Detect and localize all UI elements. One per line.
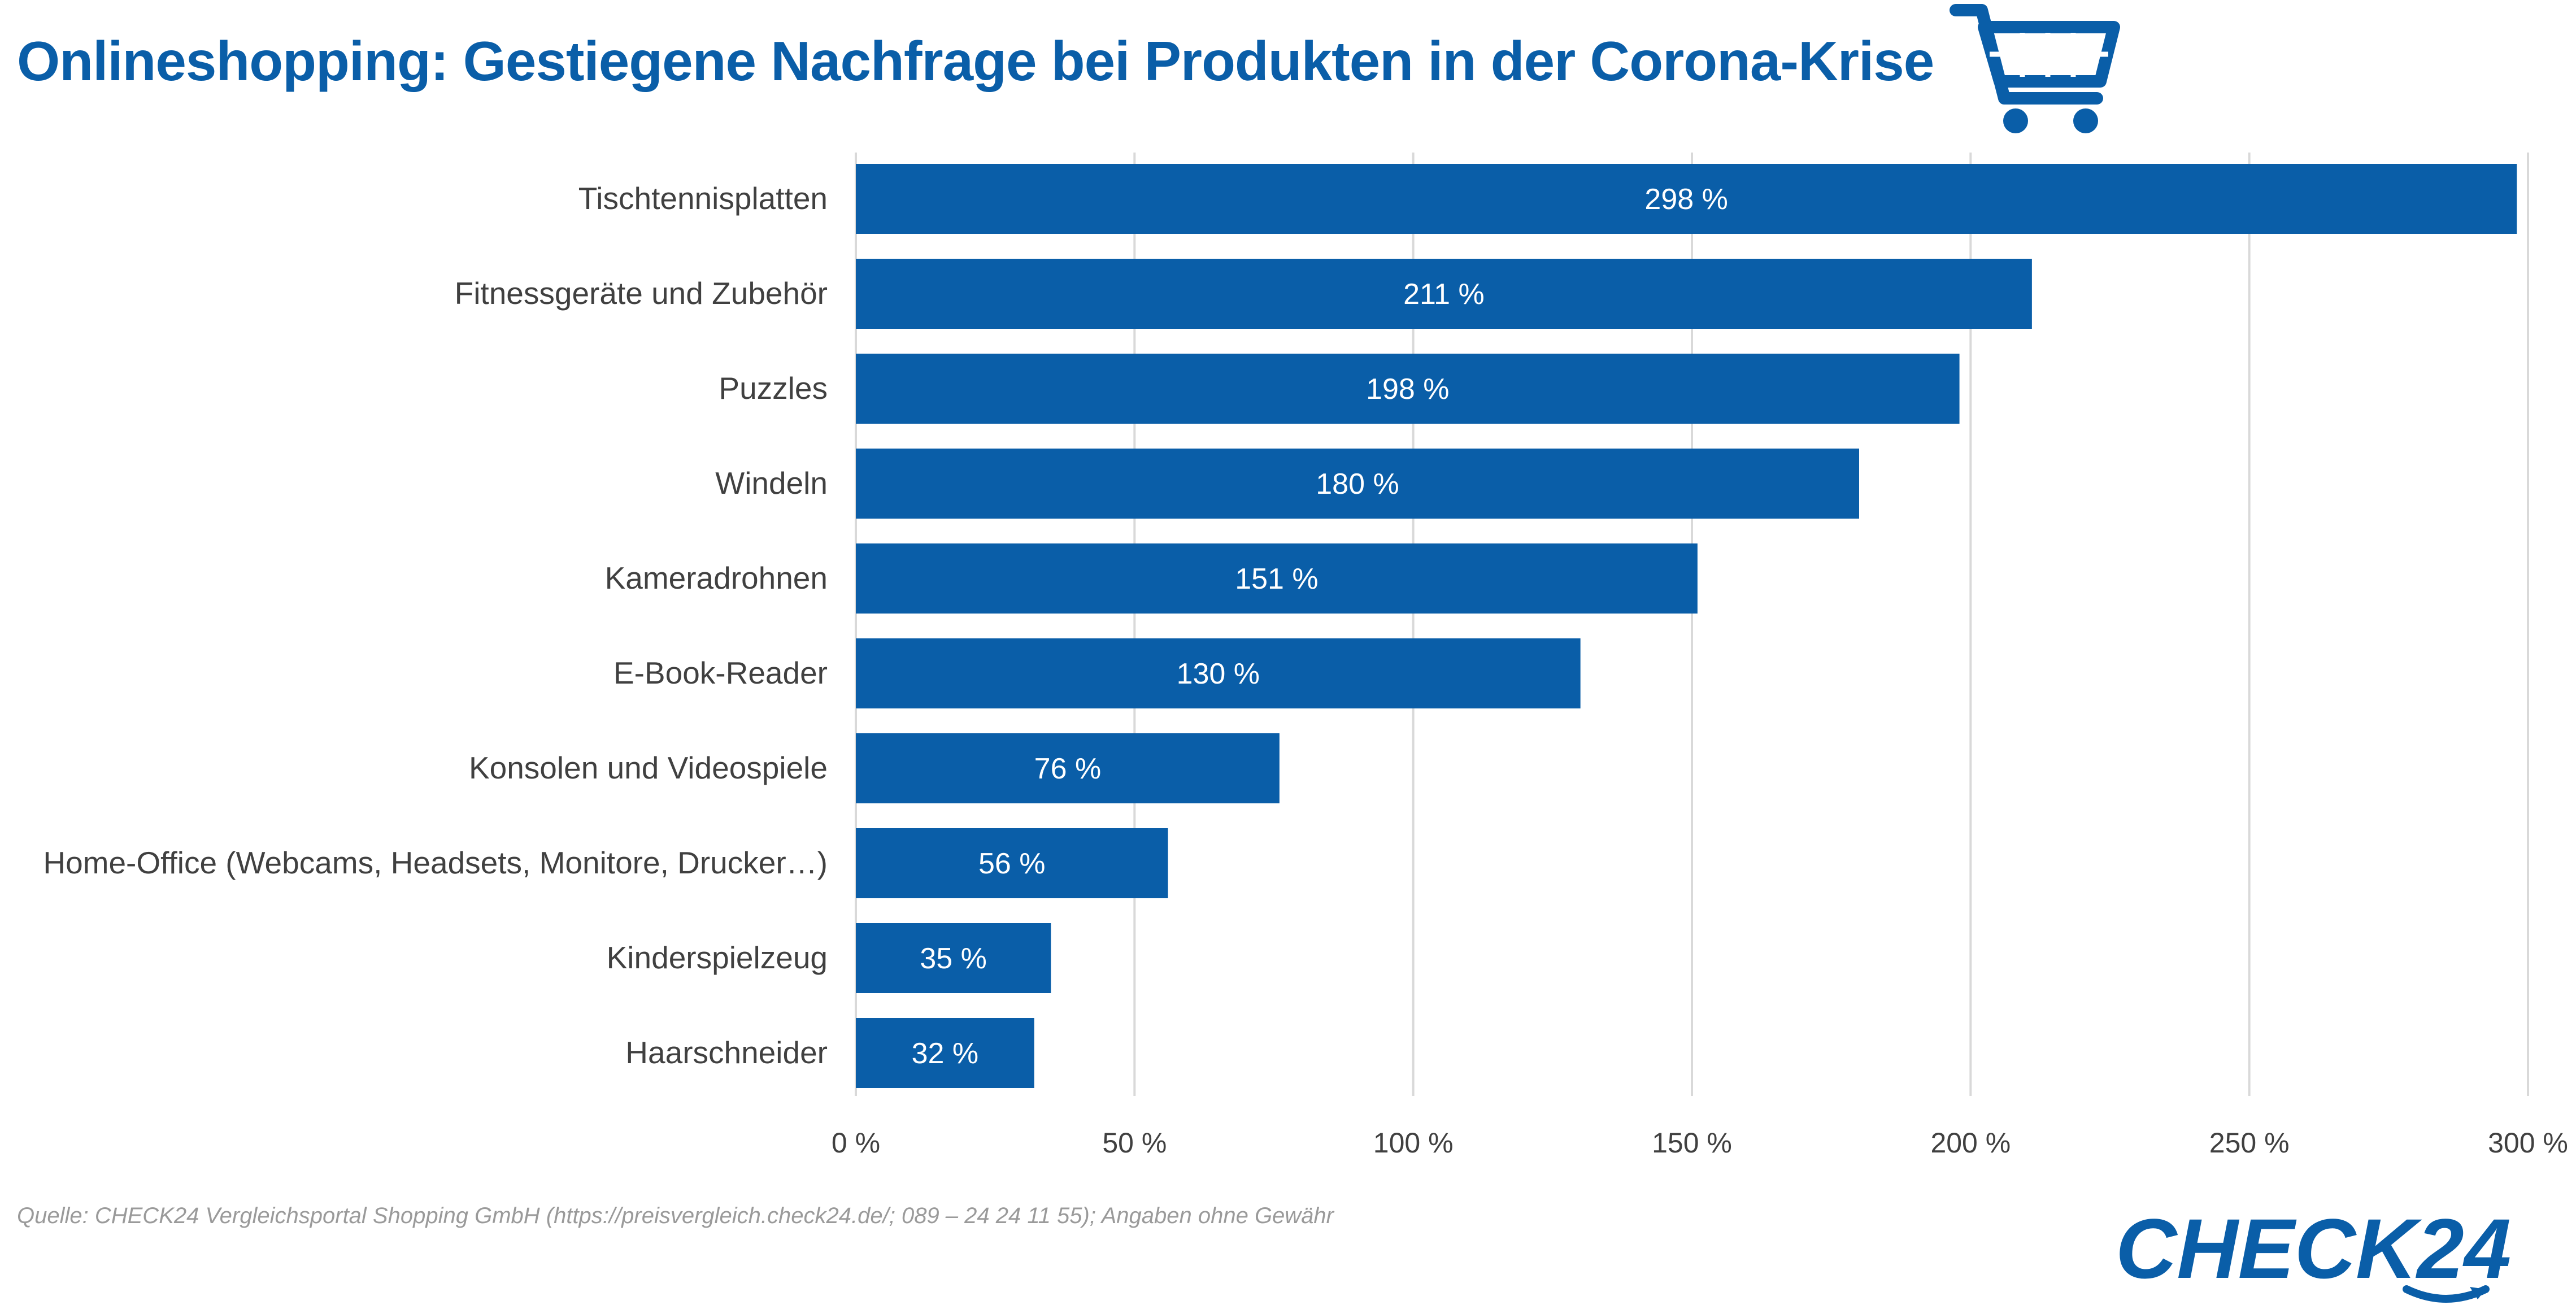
data-label: 35 % (920, 942, 987, 975)
category-label: Konsolen und Videospiele (469, 750, 828, 785)
bar (856, 164, 2517, 234)
data-label: 32 % (912, 1037, 979, 1070)
shopping-cart-icon (1950, 4, 2120, 133)
source-note: Quelle: CHECK24 Vergleichsportal Shoppin… (17, 1203, 1334, 1228)
data-label: 130 % (1177, 658, 1260, 690)
bar (856, 259, 2032, 329)
x-tick-label: 100 % (1373, 1127, 1454, 1159)
data-label: 151 % (1235, 563, 1318, 595)
category-label: Kameradrohnen (605, 560, 828, 595)
bar (856, 543, 1698, 614)
category-label: Puzzles (719, 371, 828, 406)
category-label: Home-Office (Webcams, Headsets, Monitore… (43, 845, 828, 880)
bar (856, 828, 1168, 898)
x-tick-label: 300 % (2488, 1127, 2568, 1159)
bar (856, 1018, 1034, 1088)
bar (856, 449, 1859, 519)
data-label: 76 % (1034, 752, 1102, 785)
x-tick-label: 50 % (1102, 1127, 1167, 1159)
svg-text:CHECK24: CHECK24 (2116, 1201, 2511, 1296)
x-tick-label: 0 % (832, 1127, 880, 1159)
category-label: Windeln (715, 466, 828, 501)
x-tick-label: 150 % (1652, 1127, 1732, 1159)
bar (856, 923, 1051, 993)
category-label: Kinderspielzeug (607, 940, 828, 975)
x-tick-label: 200 % (1930, 1127, 2011, 1159)
data-label: 298 % (1644, 183, 1728, 216)
category-label: Fitnessgeräte und Zubehör (455, 276, 828, 311)
x-tick-label: 250 % (2209, 1127, 2290, 1159)
data-label: 56 % (978, 847, 1046, 880)
category-label: Tischtennisplatten (578, 181, 828, 216)
bar (856, 733, 1280, 803)
check24-logo: CHECK24 (2116, 1201, 2511, 1303)
chart-title: Onlineshopping: Gestiegene Nachfrage bei… (17, 30, 1934, 92)
bar (856, 354, 1960, 424)
data-label: 211 % (1403, 278, 1485, 311)
category-label: E-Book-Reader (613, 655, 828, 690)
bar (856, 638, 1581, 708)
category-label: Haarschneider (625, 1035, 828, 1070)
data-label: 198 % (1366, 373, 1449, 406)
data-label: 180 % (1316, 468, 1399, 501)
